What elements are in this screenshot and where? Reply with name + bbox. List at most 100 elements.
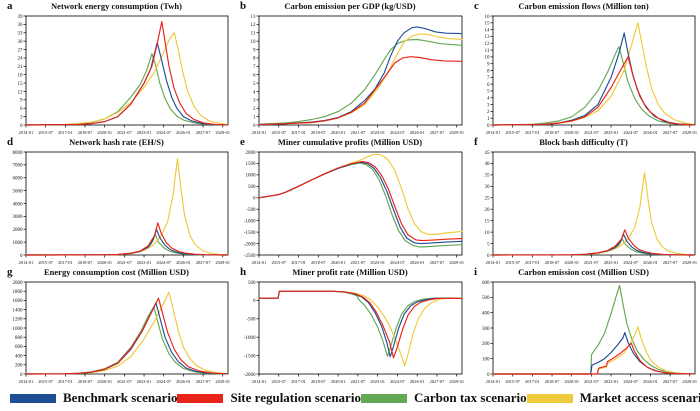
svg-text:2020-01: 2020-01 [331,260,346,265]
svg-text:5: 5 [253,82,256,87]
svg-text:2027-07: 2027-07 [430,260,445,265]
svg-text:11: 11 [251,32,256,37]
panel-i-letter: i [474,266,478,278]
svg-text:2021-07: 2021-07 [351,260,366,265]
svg-text:2017-01: 2017-01 [58,130,73,135]
svg-text:2029-01: 2029-01 [682,130,697,135]
svg-text:400: 400 [482,311,490,316]
svg-text:6: 6 [20,107,23,112]
svg-text:800: 800 [15,336,23,341]
svg-text:2023-01: 2023-01 [370,379,385,384]
svg-text:24: 24 [18,57,24,62]
svg-text:2024-07: 2024-07 [390,379,405,384]
panel-g-letter: g [7,266,13,278]
svg-text:-1000: -1000 [244,219,256,224]
svg-text:2014-01: 2014-01 [252,260,267,265]
svg-text:9: 9 [253,48,256,53]
svg-text:500: 500 [248,185,256,190]
svg-text:0: 0 [20,124,23,129]
svg-text:2026-01: 2026-01 [176,130,191,135]
panel-e-letter: e [240,136,245,148]
svg-text:2027-07: 2027-07 [430,379,445,384]
svg-text:12: 12 [18,90,24,95]
svg-text:2024-07: 2024-07 [390,260,405,265]
svg-text:2023-01: 2023-01 [604,260,619,265]
svg-text:2: 2 [253,107,256,112]
chart-a-canvas: 0 3 6 9 12 15 18 21 24 27 30 33 36 39 2014-01 2015-07 20… [0,13,233,136]
svg-text:2000: 2000 [13,281,24,286]
svg-text:1500: 1500 [246,162,257,167]
panel-i: i Carbon emission cost (Million USD) 0 10… [467,266,700,385]
svg-text:0: 0 [487,254,490,259]
svg-text:8: 8 [253,57,256,62]
svg-text:2: 2 [487,110,490,115]
svg-text:2017-01: 2017-01 [291,379,306,384]
svg-text:2017-01: 2017-01 [58,379,73,384]
svg-text:2018-07: 2018-07 [78,260,93,265]
svg-text:14: 14 [485,28,491,33]
svg-text:2015-07: 2015-07 [271,130,286,135]
svg-text:2029-01: 2029-01 [215,130,230,135]
svg-text:8000: 8000 [13,151,24,156]
panel-c-title: Carbon emission flows (Million ton) [518,1,649,11]
svg-text:2026-01: 2026-01 [410,130,425,135]
market-access-legend-label: Market access scenario [579,390,700,405]
benchmark-color-swatch [10,393,56,403]
panel-h-header: h Miner profit rate (Million USD) [233,266,467,279]
svg-text:3000: 3000 [13,215,24,220]
panel-f-header: f Block bash difficulty (T) [467,136,700,149]
svg-text:2027-07: 2027-07 [196,260,211,265]
svg-text:2015-07: 2015-07 [38,379,53,384]
svg-text:2024-07: 2024-07 [623,260,638,265]
svg-text:8: 8 [487,69,490,74]
svg-text:2015-07: 2015-07 [505,130,520,135]
svg-text:2015-07: 2015-07 [38,260,53,265]
svg-text:2018-07: 2018-07 [78,130,93,135]
svg-text:2020-01: 2020-01 [564,260,579,265]
svg-text:500: 500 [248,281,256,286]
svg-text:2021-07: 2021-07 [584,130,599,135]
svg-text:45: 45 [485,151,491,156]
svg-text:100: 100 [482,357,490,362]
svg-text:21: 21 [18,65,24,70]
panel-a-title: Network energy consumption (Twh) [51,1,182,11]
svg-text:2023-01: 2023-01 [604,130,619,135]
svg-text:2029-01: 2029-01 [215,379,230,384]
panel-d-title: Network hash rate (EH/S) [69,137,164,147]
chart-c-canvas: 0 1 2 3 4 5 6 7 8 9 10 11 12 13 14 15 16 2014-01 2015-07 20… [467,13,700,136]
svg-text:5: 5 [487,90,490,95]
svg-text:2017-01: 2017-01 [291,130,306,135]
svg-text:2026-01: 2026-01 [176,379,191,384]
svg-text:200: 200 [15,364,23,369]
svg-text:2027-07: 2027-07 [663,379,678,384]
svg-text:39: 39 [18,15,24,20]
panel-b-letter: b [240,0,247,12]
svg-text:2024-07: 2024-07 [623,379,638,384]
svg-text:30: 30 [485,185,491,190]
legend-item-market-access: Market access scenario [526,390,700,406]
svg-text:1600: 1600 [13,299,24,304]
svg-text:2015-07: 2015-07 [271,260,286,265]
panel-e: e Miner cumulative profits (Million USD)… [233,136,467,266]
svg-text:18: 18 [18,73,24,78]
panel-e-title: Miner cumulative profits (Million USD) [277,137,423,147]
legend-item-site-regulation: Site regulation scenario [177,390,361,406]
svg-text:27: 27 [18,48,24,53]
panel-d: d Network hash rate (EH/S) 0 1000 2000 3000… [0,136,233,266]
svg-text:2018-07: 2018-07 [311,130,326,135]
svg-text:2020-01: 2020-01 [564,130,579,135]
scenario-legend: Benchmark scenario Site regulation scena… [0,385,700,411]
svg-text:4: 4 [487,97,490,102]
svg-text:2023-01: 2023-01 [137,379,152,384]
panel-g-title: Energy consumption cost (Million USD) [44,267,189,277]
svg-text:0: 0 [20,254,23,259]
chart-e-canvas: -2500 -2000 -1500 -1000 -500 0 500 1000 1500 2000… [233,149,467,266]
svg-text:2000: 2000 [246,151,257,156]
svg-text:0: 0 [487,124,490,129]
chart-b-canvas: 0 1 2 3 4 5 6 7 8 9 10 11 12 13 2014-01 2015-07 2017-01 2… [233,13,467,136]
svg-text:5: 5 [487,242,490,247]
svg-text:12: 12 [251,23,257,28]
svg-text:25: 25 [485,197,491,202]
svg-text:2021-07: 2021-07 [117,130,132,135]
